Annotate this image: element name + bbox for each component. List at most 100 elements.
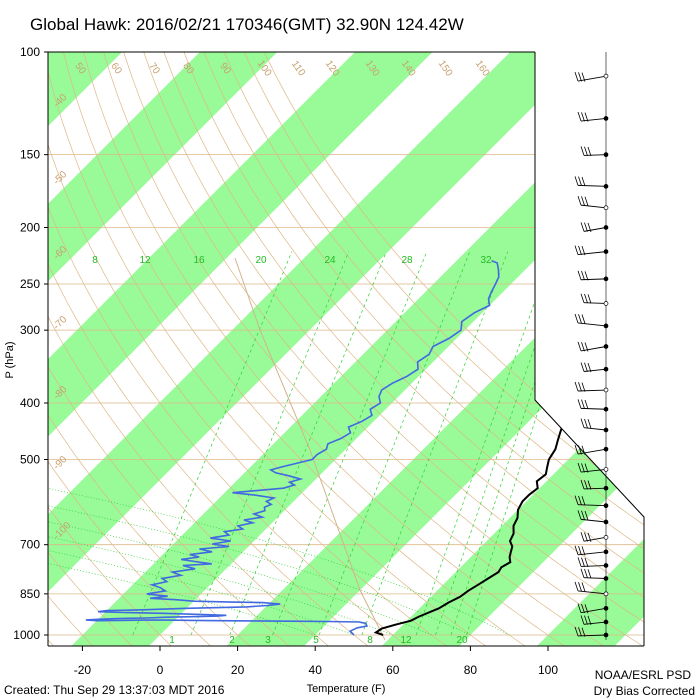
barb-shaft [583,536,607,542]
mixing-ratio-line [132,251,293,636]
wind-barbs [574,52,609,640]
mixing-ratio-line [435,251,568,636]
barb-flag [580,362,585,372]
mixing-ratio-label: 32 [480,255,492,266]
barb-flag [587,480,592,490]
barb-flag [580,293,585,303]
barb-dot [603,446,609,452]
isotherm-stripe [48,52,278,282]
barb-flag [581,176,586,187]
bias-note: Dry Bias Corrected [594,684,695,698]
barb-flag [584,615,588,625]
barb-flag [584,568,588,579]
barb-flag [578,582,582,592]
wind-barb [577,341,609,352]
isotherm-label: -70 [51,314,69,332]
wind-barb [580,146,609,158]
barb-flag [584,362,588,372]
barb-flag [587,419,592,429]
barb-dot [603,152,609,158]
barb-dot [603,344,609,349]
barb-shaft [583,227,607,232]
wind-barb [574,581,609,597]
barb-flag [581,72,586,82]
mixing-ratio-line [361,251,509,636]
dry-adiabat-label: 110 [289,59,307,79]
dewpoint-line [85,259,500,636]
dry-adiabat [48,366,290,646]
mixing-ratio-label: 16 [193,255,205,266]
barb-flag [581,445,586,455]
barb-flag [577,196,582,206]
barb-flag [574,581,579,592]
barb-dot [603,116,609,121]
barb-dot [603,535,609,540]
barb-flag [581,496,586,506]
x-axis-ticks: -20 0 20 40 60 80 100 [74,646,558,677]
barb-shaft [577,75,607,82]
barb-flag [577,399,582,409]
y-tick-label: 200 [20,221,40,235]
mixing-ratio-label: 8 [367,635,373,646]
barb-flag [587,146,592,157]
dry-adiabat-label: 70 [146,61,162,77]
barb-flag [574,626,579,637]
barb-flag [580,479,585,490]
isotherm-label: -90 [51,454,69,472]
wind-barb [580,222,609,233]
dry-adiabat [48,263,369,646]
barb-flag [580,568,585,578]
isotherm-stripe [71,73,644,646]
barb-dot [603,184,609,189]
mixing-ratio-label: 20 [456,635,468,646]
barb-flag [578,445,582,455]
barb-flag [577,111,582,122]
x-tick-label: 40 [309,663,323,677]
mixing-ratio-label: 1 [169,635,175,646]
barb-flag [580,532,585,542]
barb-flag [580,222,585,232]
dry-adiabat [48,460,212,646]
barb-flag [581,510,585,520]
barb-flag [578,495,582,506]
wind-barb [574,176,609,189]
y-axis-label: P (hPa) [4,341,16,378]
wind-barb [577,270,609,282]
barb-flag [577,462,582,473]
barb-flag [574,545,579,555]
wind-barb [574,71,609,82]
barb-flag [577,510,582,520]
barb-flag [581,399,585,409]
dry-adiabat [143,52,644,623]
barb-shaft [580,468,607,473]
barb-flag [577,341,582,352]
barb-flag [587,615,592,626]
barb-dot [603,406,609,412]
dry-adiabat [63,52,526,646]
dry-adiabat [103,52,605,646]
dry-adiabat [48,206,408,646]
barb-shaft [580,565,607,567]
barb-flag [581,582,586,592]
barb-dot [603,619,609,625]
wind-barb [574,245,609,256]
barb-shaft [577,634,607,637]
barb-flag [577,270,582,280]
mixing-ratio-lines [132,251,590,636]
barb-flag [584,271,589,281]
barb-flag [581,546,586,556]
barb-shaft [577,184,607,187]
barb-flag [581,382,586,392]
wind-barb [577,111,609,122]
mixing-ratio-line [318,251,471,636]
barb-shaft [583,427,607,431]
barb-flag [587,294,592,304]
barb-dot [603,205,609,211]
created-timestamp: Created: Thu Sep 29 13:37:03 MDT 2016 [4,683,225,697]
barb-shaft [577,448,607,455]
x-tick-label: 80 [464,663,478,677]
barb-dot [603,503,609,509]
barb-flag [580,146,585,156]
